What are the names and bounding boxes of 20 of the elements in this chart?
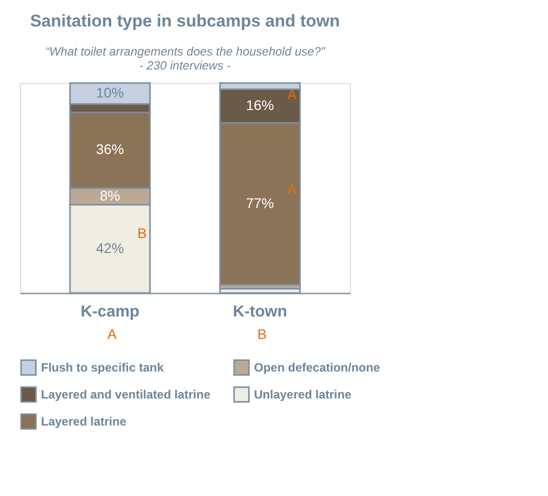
legend-label: Layered and ventilated latrine: [41, 388, 211, 402]
legend-label: Unlayered latrine: [254, 388, 352, 402]
x-tick-label: K-camp: [80, 304, 140, 320]
annotation: B: [137, 225, 147, 242]
data-label: 16%: [246, 97, 274, 114]
annotation: A: [287, 86, 298, 103]
x-tick-label: K-town: [232, 304, 288, 320]
chart-subtitle: “What toilet arrangements does the household use?” - 230 interviews -: [45, 44, 326, 72]
text: A: [107, 326, 118, 342]
data-label: 42%: [96, 240, 124, 256]
data-label: 8%: [100, 187, 120, 204]
data-label: 77%: [246, 194, 274, 211]
legend-label: Layered latrine: [41, 414, 127, 428]
legend-label: Open defecation/none: [254, 360, 380, 375]
data-label: 10%: [96, 84, 124, 100]
data-label: 36%: [96, 141, 124, 158]
annotation: A: [287, 181, 298, 198]
legend-label: Flush to specific tank: [41, 360, 164, 375]
text: B: [257, 326, 267, 342]
chart-title: Sanitation type in subcamps and town: [30, 11, 340, 30]
